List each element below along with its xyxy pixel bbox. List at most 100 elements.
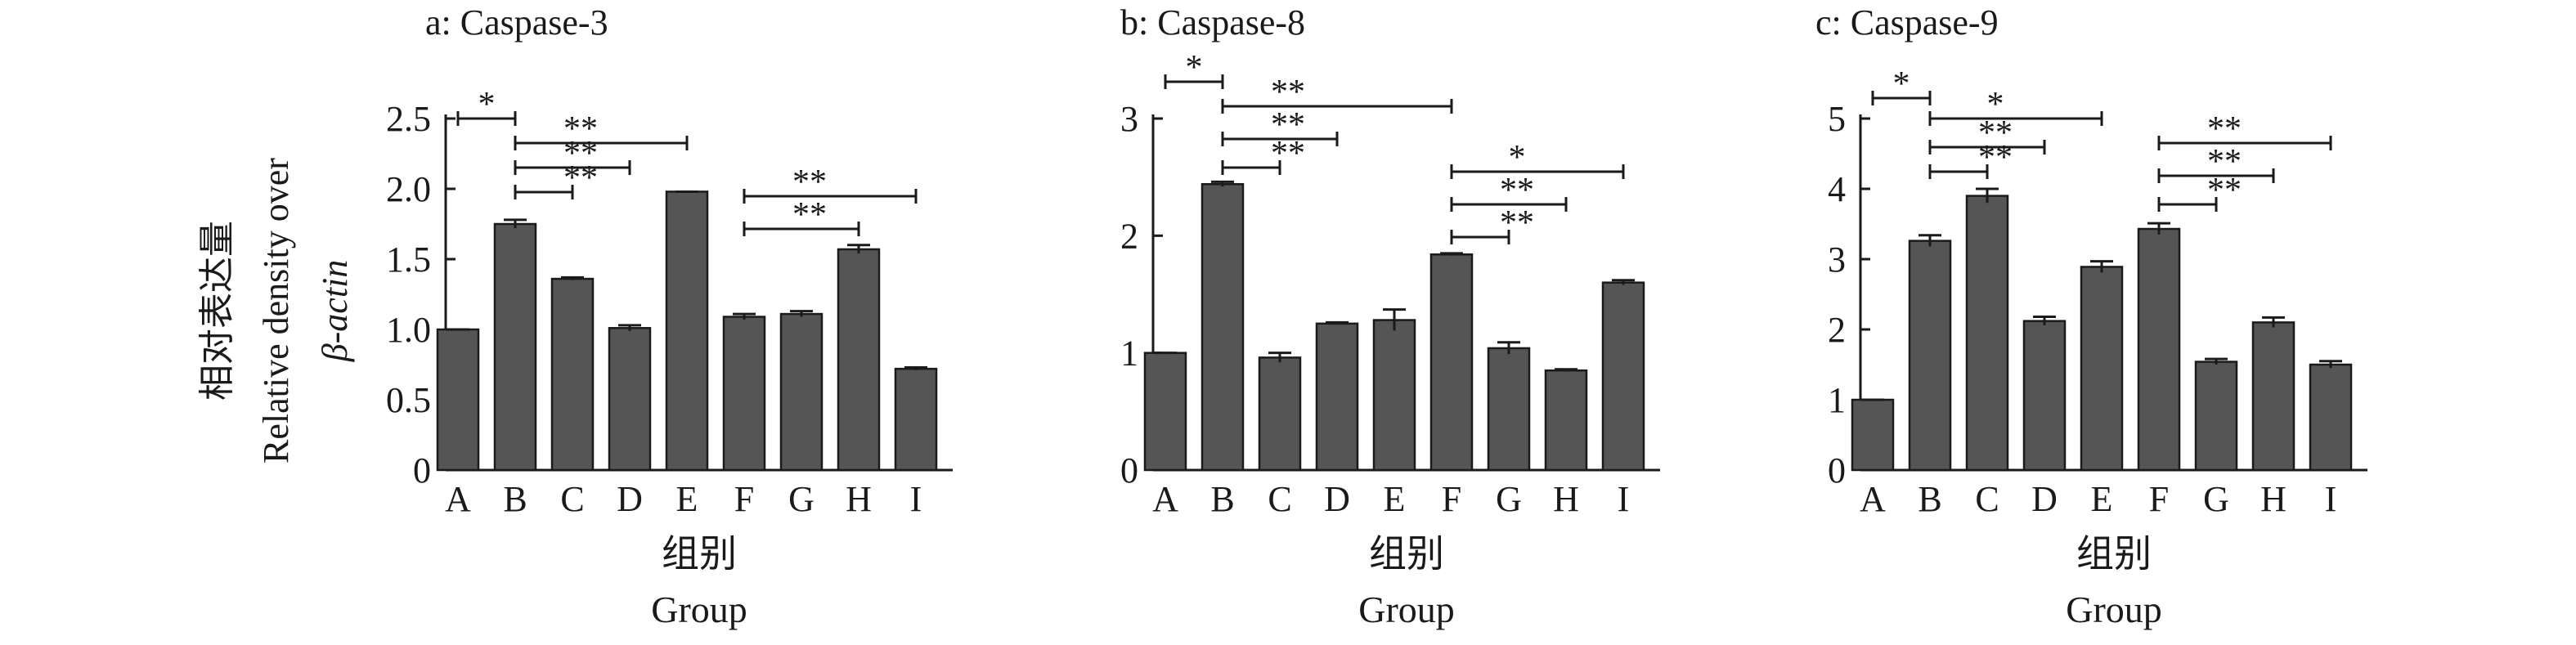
x-tick-label: H <box>2260 479 2287 519</box>
x-tick-label: A <box>1152 479 1178 519</box>
bar-A <box>1851 398 1895 472</box>
y-tick-label: 2.0 <box>386 169 431 209</box>
bar-H <box>1544 369 1588 472</box>
bar-E <box>665 190 709 472</box>
chart-title: a: Caspase-3 <box>425 2 608 43</box>
bar-I <box>894 367 938 472</box>
significance-label: ** <box>1500 172 1534 209</box>
x-tick-label: A <box>1860 479 1886 519</box>
bar-C <box>1258 356 1302 472</box>
bar-E <box>2080 266 2124 472</box>
bar-G <box>779 312 824 472</box>
shared-y-axis-label: 相对表达量 Relative density over β-actin <box>197 158 355 464</box>
significance-label: ** <box>563 159 598 197</box>
y-tick-label: 1 <box>1828 380 1846 420</box>
bar-E <box>1372 319 1416 472</box>
x-axis-label-line-2: Group <box>1358 589 1455 630</box>
x-axis-label-line-1: 组别 <box>1369 533 1444 575</box>
y-tick-label: 1.0 <box>386 310 431 350</box>
y-tick-label: 5 <box>1828 99 1846 139</box>
bar-F <box>1429 253 1474 472</box>
x-axis-label-line-2: Group <box>651 589 747 630</box>
x-tick-label: G <box>1496 479 1522 519</box>
y-tick-label: 1 <box>1120 334 1138 374</box>
bar-B <box>1200 183 1245 472</box>
x-tick-label: D <box>1324 479 1350 519</box>
y-tick-label: 3 <box>1828 240 1846 280</box>
bar-H <box>837 248 881 472</box>
chart-panel-1: a: Caspase-3 0 0.5 1.0 1.5 2.0 2.5 A B C D E F G H I 组别 G… <box>386 2 953 630</box>
y-axis-label-line-1: 相对表达量 <box>197 221 237 401</box>
x-tick-label: I <box>910 479 922 519</box>
x-tick-label: B <box>1918 479 1941 519</box>
x-tick-label: B <box>1210 479 1234 519</box>
significance-label: ** <box>1271 74 1305 111</box>
x-axis-label-line-1: 组别 <box>662 533 737 575</box>
x-tick-label: G <box>788 479 815 519</box>
bar-B <box>1908 240 1952 472</box>
significance-label: ** <box>792 196 827 234</box>
x-tick-label: G <box>2203 479 2229 519</box>
bar-F <box>2137 227 2181 472</box>
bar-D <box>608 327 652 472</box>
y-tick-label: 0 <box>413 450 431 490</box>
x-tick-label: I <box>2325 479 2337 519</box>
y-tick-label: 2.5 <box>386 99 431 139</box>
y-tick-label: 3 <box>1120 99 1138 139</box>
bar-D <box>1315 322 1359 472</box>
x-tick-label: F <box>1442 479 1461 519</box>
significance-label: ** <box>2207 172 2242 209</box>
x-tick-label: I <box>1618 479 1630 519</box>
significance-label: ** <box>563 135 598 172</box>
chart-title: c: Caspase-9 <box>1815 2 1999 43</box>
significance-label: ** <box>1500 204 1534 242</box>
y-tick-label: 2 <box>1120 216 1138 256</box>
x-tick-label: D <box>2031 479 2058 519</box>
significance-label: * <box>478 86 496 123</box>
charts-container: a: Caspase-300.51.01.52.02.5A B C D E F G H I组别G… <box>386 2 2367 630</box>
y-tick-label: 4 <box>1828 169 1846 209</box>
y-tick-label: 1.5 <box>386 240 431 280</box>
x-tick-label: F <box>734 479 754 519</box>
x-tick-label: A <box>445 479 471 519</box>
significance-label: * <box>1509 139 1526 177</box>
bar-C <box>550 277 595 472</box>
bar-A <box>436 328 480 472</box>
x-tick-label: H <box>1553 479 1579 519</box>
x-tick-label: C <box>560 479 584 519</box>
x-tick-label: D <box>617 479 643 519</box>
x-tick-label: C <box>1975 479 1999 519</box>
bar-I <box>2309 363 2353 472</box>
x-tick-label: E <box>2091 479 2113 519</box>
x-tick-label: H <box>846 479 872 519</box>
x-axis-label-line-1: 组别 <box>2076 533 2152 575</box>
x-tick-label: C <box>1268 479 1291 519</box>
significance-label: * <box>1987 86 2004 123</box>
bar-D <box>2022 320 2067 472</box>
x-tick-label: B <box>503 479 527 519</box>
x-tick-label: E <box>1384 479 1406 519</box>
bar-F <box>722 316 766 472</box>
significance-label: ** <box>1271 106 1305 144</box>
significance-label: ** <box>1978 139 2013 177</box>
bar-A <box>1143 352 1187 472</box>
y-tick-label: 0.5 <box>386 380 431 420</box>
chart-title: b: Caspase-8 <box>1120 2 1305 43</box>
x-tick-label: E <box>676 479 698 519</box>
y-axis-label-line-2: Relative density over <box>256 158 296 464</box>
bar-C <box>1965 195 2009 472</box>
significance-label: ** <box>2207 110 2242 148</box>
x-tick-label: F <box>2149 479 2169 519</box>
significance-label: ** <box>792 163 827 201</box>
y-tick-label: 0 <box>1828 450 1846 490</box>
bar-H <box>2251 321 2296 472</box>
bar-B <box>493 222 537 472</box>
significance-label: ** <box>1978 114 2013 152</box>
bar-G <box>2194 361 2238 472</box>
bar-I <box>1601 281 1645 472</box>
significance-label: * <box>1893 65 1910 103</box>
x-axis-label-line-2: Group <box>2066 589 2162 630</box>
